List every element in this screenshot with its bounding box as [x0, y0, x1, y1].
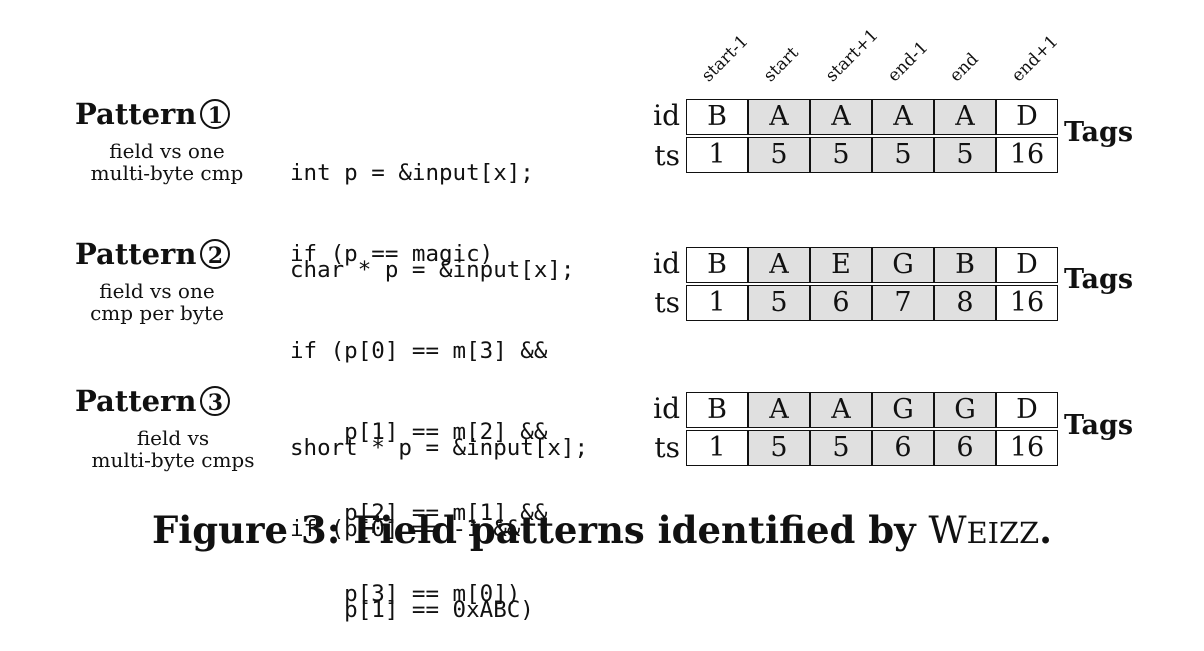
table-1-ts-cell: 5	[748, 137, 810, 173]
pattern-1-desc-line-2: multi-byte cmp	[90, 161, 244, 185]
table-1-id-cell: A	[810, 99, 872, 135]
table-1-ts-cell: 16	[996, 137, 1058, 173]
table-1-id-cell: A	[872, 99, 934, 135]
table-3-ts-cell: 6	[934, 430, 996, 466]
table-3-id-cell: G	[934, 392, 996, 428]
pattern-1-code-line-2: if (p == magic)	[290, 241, 494, 267]
column-label-start: start	[759, 43, 803, 86]
pattern-3-code-line-2: if (p[0] == -1 &&	[290, 516, 521, 542]
pattern-3-description: field vs multi-byte cmps	[68, 427, 278, 471]
table-2-id-cell: B	[686, 247, 748, 283]
table-3-ts-cell: 16	[996, 430, 1058, 466]
table-1-ts-cell: 5	[872, 137, 934, 173]
figure-caption: Figure 3: Field patterns identified by W…	[151, 508, 1053, 552]
table-3-ts-cell: 5	[810, 430, 872, 466]
column-label-start-minus-1: start-1	[697, 31, 753, 86]
table-3-ts-label: ts	[654, 431, 680, 464]
pattern-2-description: field vs one cmp per byte	[52, 280, 262, 324]
table-3-ts-cell: 6	[872, 430, 934, 466]
pattern-1-code: int p = &input[x]; if (p == magic)	[290, 106, 534, 295]
table-3-id-cell: A	[810, 392, 872, 428]
pattern-2-code-line-1: char * p = &input[x];	[290, 257, 575, 283]
pattern-3-code-line-1: short * p = &input[x];	[290, 435, 589, 461]
table-2-id-cell: G	[872, 247, 934, 283]
table-3-id-cell: G	[872, 392, 934, 428]
pattern-2-code-line-3: p[1] == m[2] &&	[290, 419, 548, 445]
table-2-id-cell: A	[748, 247, 810, 283]
pattern-2-desc-line-2: cmp per byte	[90, 301, 224, 325]
table-2-ts-cell: 6	[810, 285, 872, 321]
table-2-ts-cell: 8	[934, 285, 996, 321]
pattern-2-code-line-2: if (p[0] == m[3] &&	[290, 338, 548, 364]
pattern-3-desc-line-2: multi-byte cmps	[91, 448, 255, 472]
table-3-id-cell: B	[686, 392, 748, 428]
pattern-1-code-line-1: int p = &input[x];	[290, 160, 534, 186]
pattern-3-code: short * p = &input[x]; if (p[0] == -1 &&…	[290, 381, 588, 651]
table-2-id-cell: D	[996, 247, 1058, 283]
pattern-2-title: Pattern 2	[75, 237, 231, 271]
column-label-end-minus-1: end-1	[883, 37, 933, 86]
table-1-tags-label: Tags	[1064, 117, 1134, 148]
table-2-id-cell: E	[810, 247, 872, 283]
table-1-id-label: id	[653, 99, 680, 132]
pattern-1-title: Pattern 1	[75, 97, 231, 131]
pattern-1-description: field vs one multi-byte cmp	[62, 140, 272, 184]
table-3-id-label: id	[653, 392, 680, 425]
table-3-ts-cell: 5	[748, 430, 810, 466]
table-3-id-cell: A	[748, 392, 810, 428]
table-2-id-cell: B	[934, 247, 996, 283]
pattern-2-number-badge: 2	[200, 239, 231, 269]
column-label-end: end	[945, 49, 983, 86]
table-1-id-cell: B	[686, 99, 748, 135]
table-1-ts-cell: 5	[810, 137, 872, 173]
table-2-ts-cell: 7	[872, 285, 934, 321]
pattern-3-number-badge: 3	[200, 386, 231, 416]
table-1-ts-cell: 1	[686, 137, 748, 173]
pattern-3-desc-line-1: field vs	[136, 426, 210, 450]
column-label-end-plus-1: end+1	[1007, 31, 1063, 87]
table-3-ts-cell: 1	[686, 430, 748, 466]
table-1-ts-cell: 5	[934, 137, 996, 173]
pattern-1-number-badge: 1	[200, 99, 231, 129]
table-2-tags-label: Tags	[1064, 264, 1134, 295]
pattern-3-title: Pattern 3	[75, 384, 231, 418]
table-1-ts-label: ts	[654, 139, 680, 172]
table-1-id-cell: D	[996, 99, 1058, 135]
table-1-id-cell: A	[934, 99, 996, 135]
pattern-2-desc-line-1: field vs one	[99, 279, 215, 303]
pattern-2-code-line-4: p[2] == m[1] &&	[290, 500, 548, 526]
table-1-id-cell: A	[748, 99, 810, 135]
table-2-ts-cell: 16	[996, 285, 1058, 321]
table-2-id-label: id	[653, 247, 680, 280]
column-label-start-plus-1: start+1	[821, 25, 883, 86]
table-3-tags-label: Tags	[1064, 410, 1134, 441]
table-2-ts-cell: 1	[686, 285, 748, 321]
table-2-ts-label: ts	[654, 286, 680, 319]
pattern-1-desc-line-1: field vs one	[109, 139, 225, 163]
table-2-ts-cell: 5	[748, 285, 810, 321]
pattern-3-code-line-3: p[1] == 0xABC)	[290, 597, 534, 623]
table-3-id-cell: D	[996, 392, 1058, 428]
